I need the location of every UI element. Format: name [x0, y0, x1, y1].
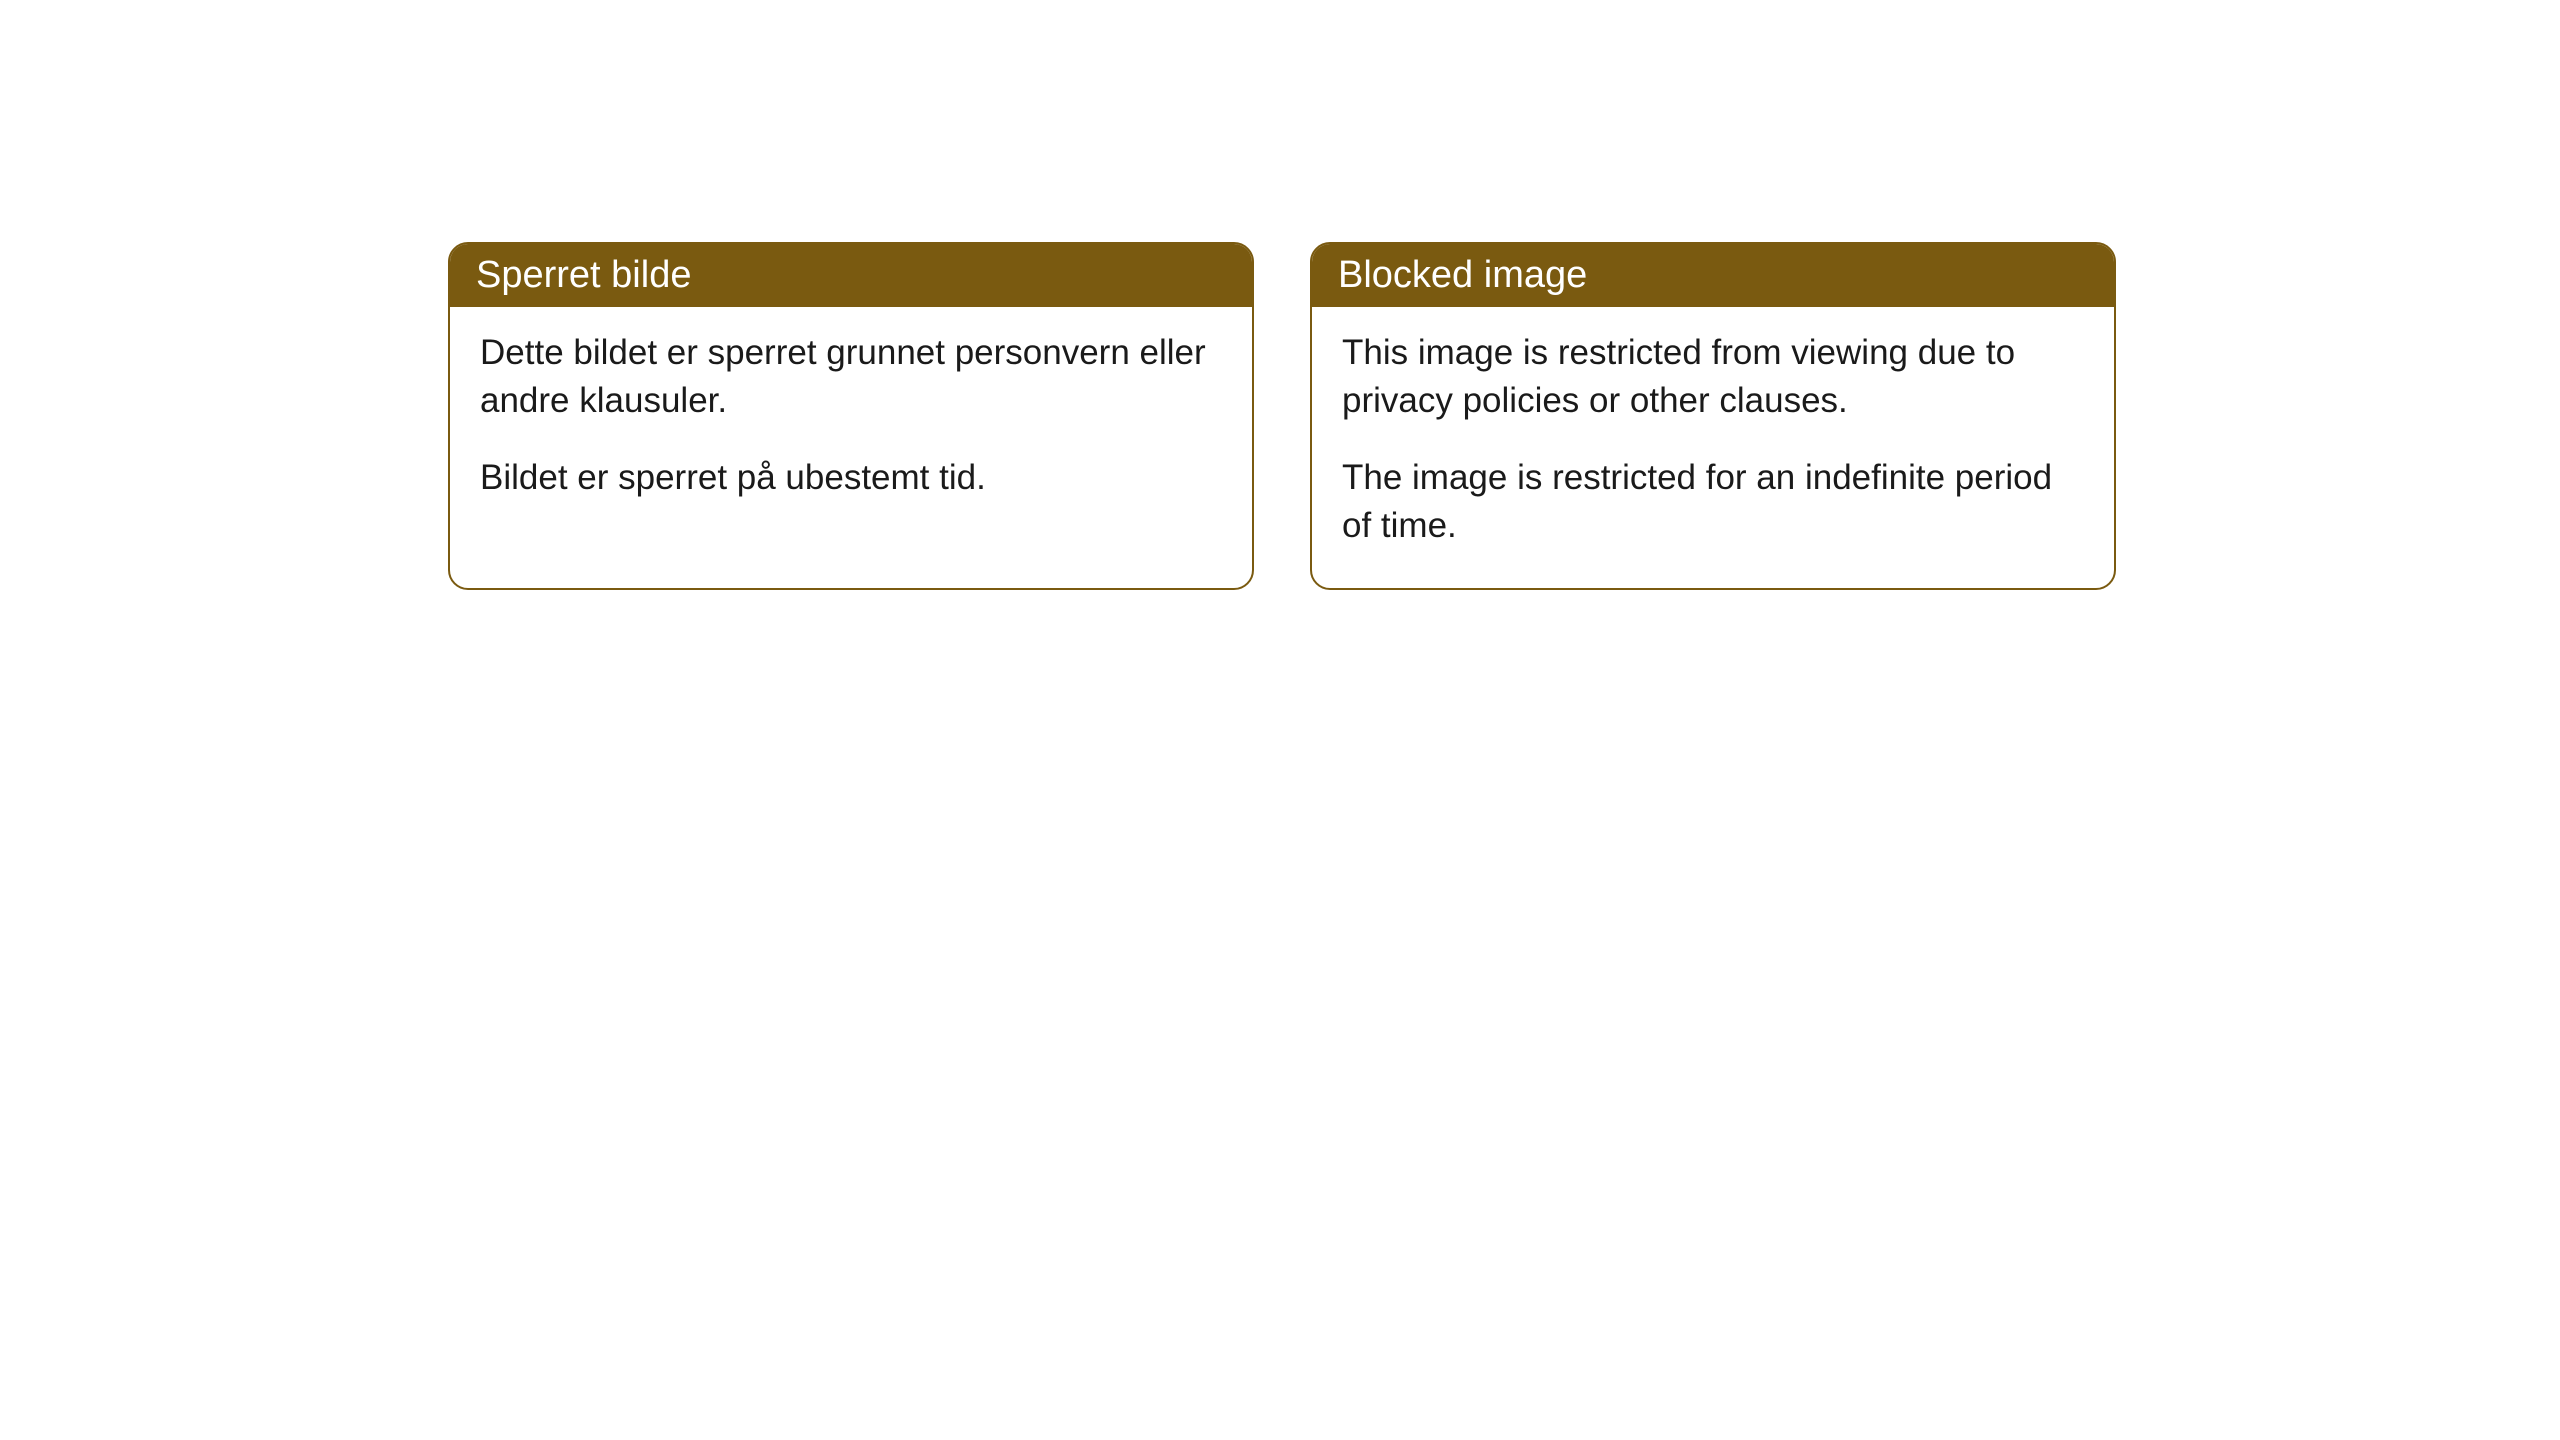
- card-header-norwegian: Sperret bilde: [450, 244, 1252, 307]
- card-header-english: Blocked image: [1312, 244, 2114, 307]
- cards-container: Sperret bilde Dette bildet er sperret gr…: [0, 0, 2560, 590]
- card-paragraph-2-english: The image is restricted for an indefinit…: [1342, 454, 2084, 551]
- card-body-norwegian: Dette bildet er sperret grunnet personve…: [450, 307, 1252, 540]
- card-paragraph-1-norwegian: Dette bildet er sperret grunnet personve…: [480, 329, 1222, 426]
- card-paragraph-2-norwegian: Bildet er sperret på ubestemt tid.: [480, 454, 1222, 502]
- card-paragraph-1-english: This image is restricted from viewing du…: [1342, 329, 2084, 426]
- card-title-norwegian: Sperret bilde: [476, 254, 691, 296]
- card-title-english: Blocked image: [1338, 254, 1587, 296]
- card-norwegian: Sperret bilde Dette bildet er sperret gr…: [448, 242, 1254, 590]
- card-english: Blocked image This image is restricted f…: [1310, 242, 2116, 590]
- card-body-english: This image is restricted from viewing du…: [1312, 307, 2114, 588]
